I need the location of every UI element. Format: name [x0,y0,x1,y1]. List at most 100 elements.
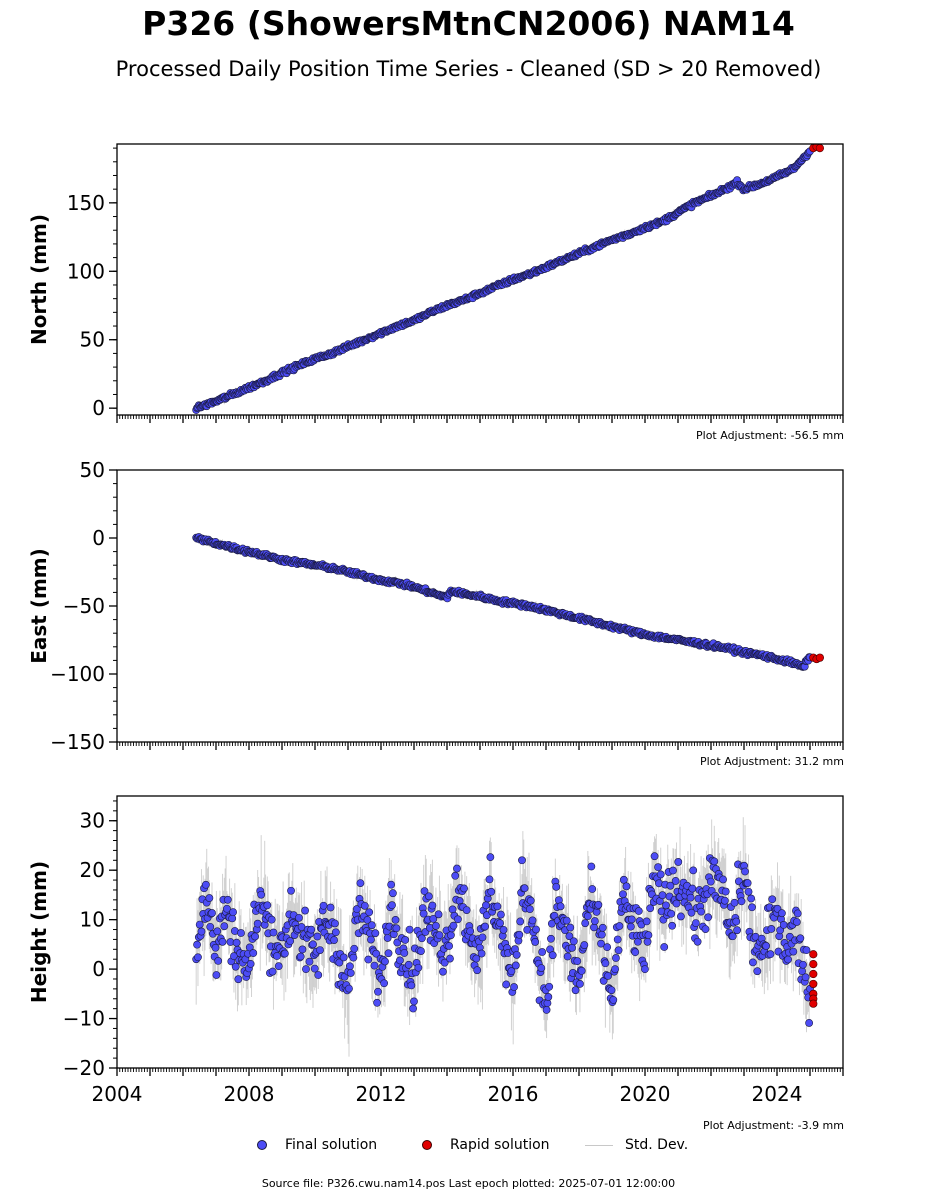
final-solution-point [643,937,652,946]
y-tick-label: −20 [63,1056,105,1080]
final-solution-point [569,937,578,946]
final-solution-point [424,892,433,901]
final-solution-point [720,896,729,905]
y-tick-label: 20 [80,858,105,882]
final-solution-point [419,909,428,918]
final-solution-point [512,950,521,959]
final-solution-point [733,926,742,935]
final-solution-point [391,915,400,924]
final-solution-point [667,909,676,918]
final-solution-point [367,921,376,930]
final-solution-point [231,962,240,971]
final-solution-point [267,915,276,924]
final-solution-point [280,949,289,958]
final-solution-point [448,905,457,914]
final-solution-point [314,971,323,979]
final-solution-point [218,937,227,946]
final-solution-point [326,903,335,912]
plot-area [192,817,818,1057]
final-solution-point [383,934,392,942]
final-solution-point [607,986,616,995]
final-solution-point [537,964,546,972]
final-solution-point [445,942,453,950]
final-solution-point [373,998,381,1007]
final-solution-point [296,952,305,961]
final-solution-point [792,918,801,926]
final-solution-point [364,955,373,964]
chart-subtitle: Processed Daily Position Time Series - C… [115,57,822,81]
final-solution-point [481,922,489,931]
final-solution-point [434,910,443,919]
final-solution-point [796,934,805,943]
final-solution-point [654,863,662,872]
final-solution-point [542,1006,551,1014]
final-solution-point [451,871,460,880]
final-solution-point [730,898,739,907]
rapid-solution-point [809,969,818,979]
final-solution-point [674,858,683,866]
final-solution-point [511,961,520,970]
final-solution-point [744,887,753,896]
final-solution-point [515,930,524,939]
final-solution-point [662,901,670,910]
final-solution-point [330,936,338,944]
final-solution-point [793,909,802,918]
final-solution-point [547,934,555,943]
final-solution-point [677,912,685,921]
final-solution-point [594,900,603,909]
final-solution-point [597,939,605,948]
rapid-solution-point [815,144,825,153]
final-solution-point [313,932,322,941]
y-tick-label: 30 [80,809,105,833]
final-solution-point [598,923,607,932]
final-solution-point [305,957,314,966]
final-solution-point [273,952,281,960]
final-solution-point [374,987,382,996]
final-solution-point [298,945,307,954]
final-solution-point [634,907,643,915]
y-tick-label: 10 [80,908,105,932]
final-solution-point [573,957,582,966]
final-solution-point [249,949,258,957]
final-solution-point [613,935,622,944]
final-solution-point [251,932,259,941]
chart-title: P326 (ShowersMtnCN2006) NAM14 [142,4,795,43]
final-solution-point [486,853,495,862]
final-solution-point [414,963,423,972]
final-solution-point [588,885,597,893]
final-solution-point [799,960,807,969]
final-solution-point [319,901,328,910]
final-solution-point [721,887,730,896]
final-solution-point [420,887,429,896]
final-solution-point [381,957,389,966]
final-solution-point [435,931,444,940]
final-solution-point [388,901,396,910]
final-solution-point [626,922,635,931]
final-solution-point [612,954,620,962]
y-tick-label: −100 [50,662,105,686]
final-solution-point [510,983,518,991]
final-solution-point [507,967,516,976]
final-solution-point [697,907,706,916]
final-solution-point [516,917,525,926]
final-solution-point [453,915,462,924]
final-solution-point [496,919,504,928]
final-solution-point [245,943,254,952]
final-solution-point [460,884,468,893]
final-solution-point [316,946,324,954]
final-solution-point [380,979,389,988]
final-solution-point [644,931,653,940]
final-solution-point [747,894,756,903]
final-solution-point [687,908,696,917]
final-solution-point [741,867,749,876]
final-solution-point [396,956,404,965]
final-solution-point [604,971,612,980]
final-solution-point [345,984,353,993]
final-solution-point [462,906,471,914]
final-solution-point [641,965,649,974]
final-solution-point [310,964,319,973]
final-solution-point [432,921,440,930]
final-solution-point [345,962,354,971]
final-solution-point [301,906,309,915]
